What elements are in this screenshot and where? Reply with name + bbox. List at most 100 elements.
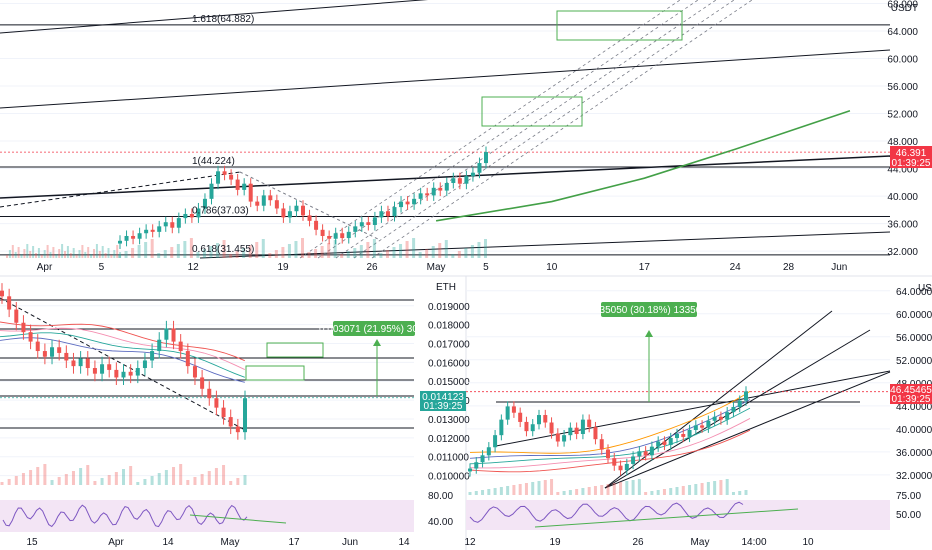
top-volume-bar: [294, 241, 298, 258]
usd-volume-bar: [694, 484, 698, 495]
usd-volume-bar: [568, 490, 572, 495]
top-candle-body: [314, 220, 319, 230]
top-volume-bar: [209, 246, 213, 258]
usd-fan-line-3: [604, 371, 891, 489]
eth-moving-average: [0, 327, 245, 370]
eth-volume-bar: [129, 466, 133, 485]
eth-volume-bar: [143, 479, 147, 485]
top-volume-bar: [412, 238, 416, 258]
eth-unit-label: ETH: [436, 282, 456, 293]
eth-volume-bar: [172, 467, 176, 485]
top-volume-bar: [484, 239, 487, 258]
eth-candle-body: [100, 364, 105, 374]
eth-y-tick: 0.017000: [428, 339, 470, 350]
usd-candle-body: [474, 462, 479, 469]
usd-x-tick: 10: [802, 537, 814, 548]
eth-rsi-pane: 80.00 40.00: [0, 491, 453, 532]
top-volume-bar: [98, 251, 101, 258]
usd-rsi-pane: 75.00 50.00: [466, 491, 921, 530]
eth-candle-body: [192, 366, 197, 378]
eth-volume-bar: [71, 471, 75, 485]
eth-candles: [0, 283, 247, 485]
usd-candle-body: [568, 427, 573, 436]
top-volume-bar: [438, 243, 442, 258]
top-volume-bar: [23, 249, 26, 258]
eth-volume-bar: [100, 478, 104, 485]
eth-volume-bar: [43, 464, 47, 485]
eth-volume-bar: [186, 480, 190, 485]
eth-y-tick: 0.011000: [428, 453, 469, 464]
top-volume-bar: [392, 247, 396, 258]
eth-volume-bar: [114, 472, 118, 485]
top-candle-body: [320, 229, 325, 236]
top-volume-bar: [477, 242, 481, 258]
top-volume-bar: [451, 254, 455, 258]
eth-y-tick: 0.019000: [428, 302, 470, 313]
top-candle-body: [477, 163, 482, 173]
top-volume-bar: [216, 243, 220, 258]
top-volume-bar: [55, 254, 58, 258]
eth-rsi-line: [2, 504, 248, 528]
usd-candle-body: [675, 434, 679, 439]
usd-upper-trendline: [495, 370, 891, 447]
usd-y-tick: 36.00000: [896, 448, 932, 459]
usd-fan-line-2: [604, 329, 871, 489]
top-y-tick: 32.000: [887, 247, 918, 258]
top-candle-body: [209, 183, 214, 199]
usd-volume-bar: [524, 483, 528, 495]
top-candle-body: [163, 222, 168, 227]
top-volume-bar: [119, 252, 122, 258]
usd-candle-body: [518, 412, 523, 422]
usd-volume-bar: [650, 491, 654, 495]
top-volume-bar: [405, 241, 409, 258]
top-candle-body: [124, 235, 129, 241]
top-unit-label: USDT: [891, 3, 918, 14]
top-volume-bar: [49, 252, 52, 258]
usd-volume-bar: [593, 486, 597, 495]
top-volume-bar: [150, 239, 154, 258]
usd-volume-bar: [744, 490, 748, 495]
top-x-tick: 5: [99, 262, 105, 273]
usd-candle-body: [624, 463, 629, 471]
eth-volume-bar: [14, 476, 18, 485]
usd-volume-bar: [706, 482, 710, 495]
eth-candle-body: [142, 360, 147, 369]
top-volume-bar: [61, 244, 64, 258]
top-volume-bar: [6, 255, 8, 258]
top-candle-body: [301, 205, 305, 216]
upper-trendline: [0, 0, 429, 34]
usd-moving-average: [469, 391, 751, 454]
eth-candle-body: [107, 364, 112, 370]
usd-candle-body: [731, 406, 736, 413]
top-candle-body: [333, 233, 338, 239]
eth-candle-body: [14, 309, 19, 323]
top-candle-body: [438, 187, 443, 191]
eth-volume-bar: [79, 468, 83, 485]
top-candle-body: [157, 226, 162, 232]
top-volume-bar: [470, 245, 474, 258]
usd-x-tick: 26: [632, 537, 644, 548]
eth-panel: 0.019000 0.018000 0.017000 0.016000 0.015000…: [0, 282, 470, 548]
eth-candle-body: [92, 368, 97, 374]
usd-x-tick: May: [691, 537, 710, 548]
eth-volume-bar: [222, 465, 226, 485]
top-candle-body: [399, 201, 404, 208]
usd-measure-label: 13.35050 (30.18%) 1335050: [586, 302, 713, 317]
top-volume-bar: [87, 247, 90, 258]
usd-volume-bar: [550, 479, 554, 495]
top-volume-bar: [110, 255, 113, 258]
top-volume-bar: [26, 244, 29, 258]
usd-fan-line-1: [604, 310, 833, 489]
mid-trendline: [0, 49, 891, 109]
usd-volume-bar: [537, 481, 541, 495]
top-time-axis: Apr 5 12 19 26 May 5 10 17 24 28 Jun: [37, 262, 848, 273]
top-volume-bar: [32, 246, 35, 258]
top-candle-body: [261, 195, 266, 206]
top-panel: 1.618(64.882) 1(44.224) 0.786(37.03) 0.618(…: [0, 0, 932, 273]
resistance-trendline: [0, 155, 891, 199]
eth-candle-body: [35, 341, 40, 352]
usd-candle-body: [499, 419, 504, 436]
top-candle-body: [274, 200, 279, 209]
channel-line: [335, 0, 717, 259]
usd-candle-body: [580, 419, 585, 435]
